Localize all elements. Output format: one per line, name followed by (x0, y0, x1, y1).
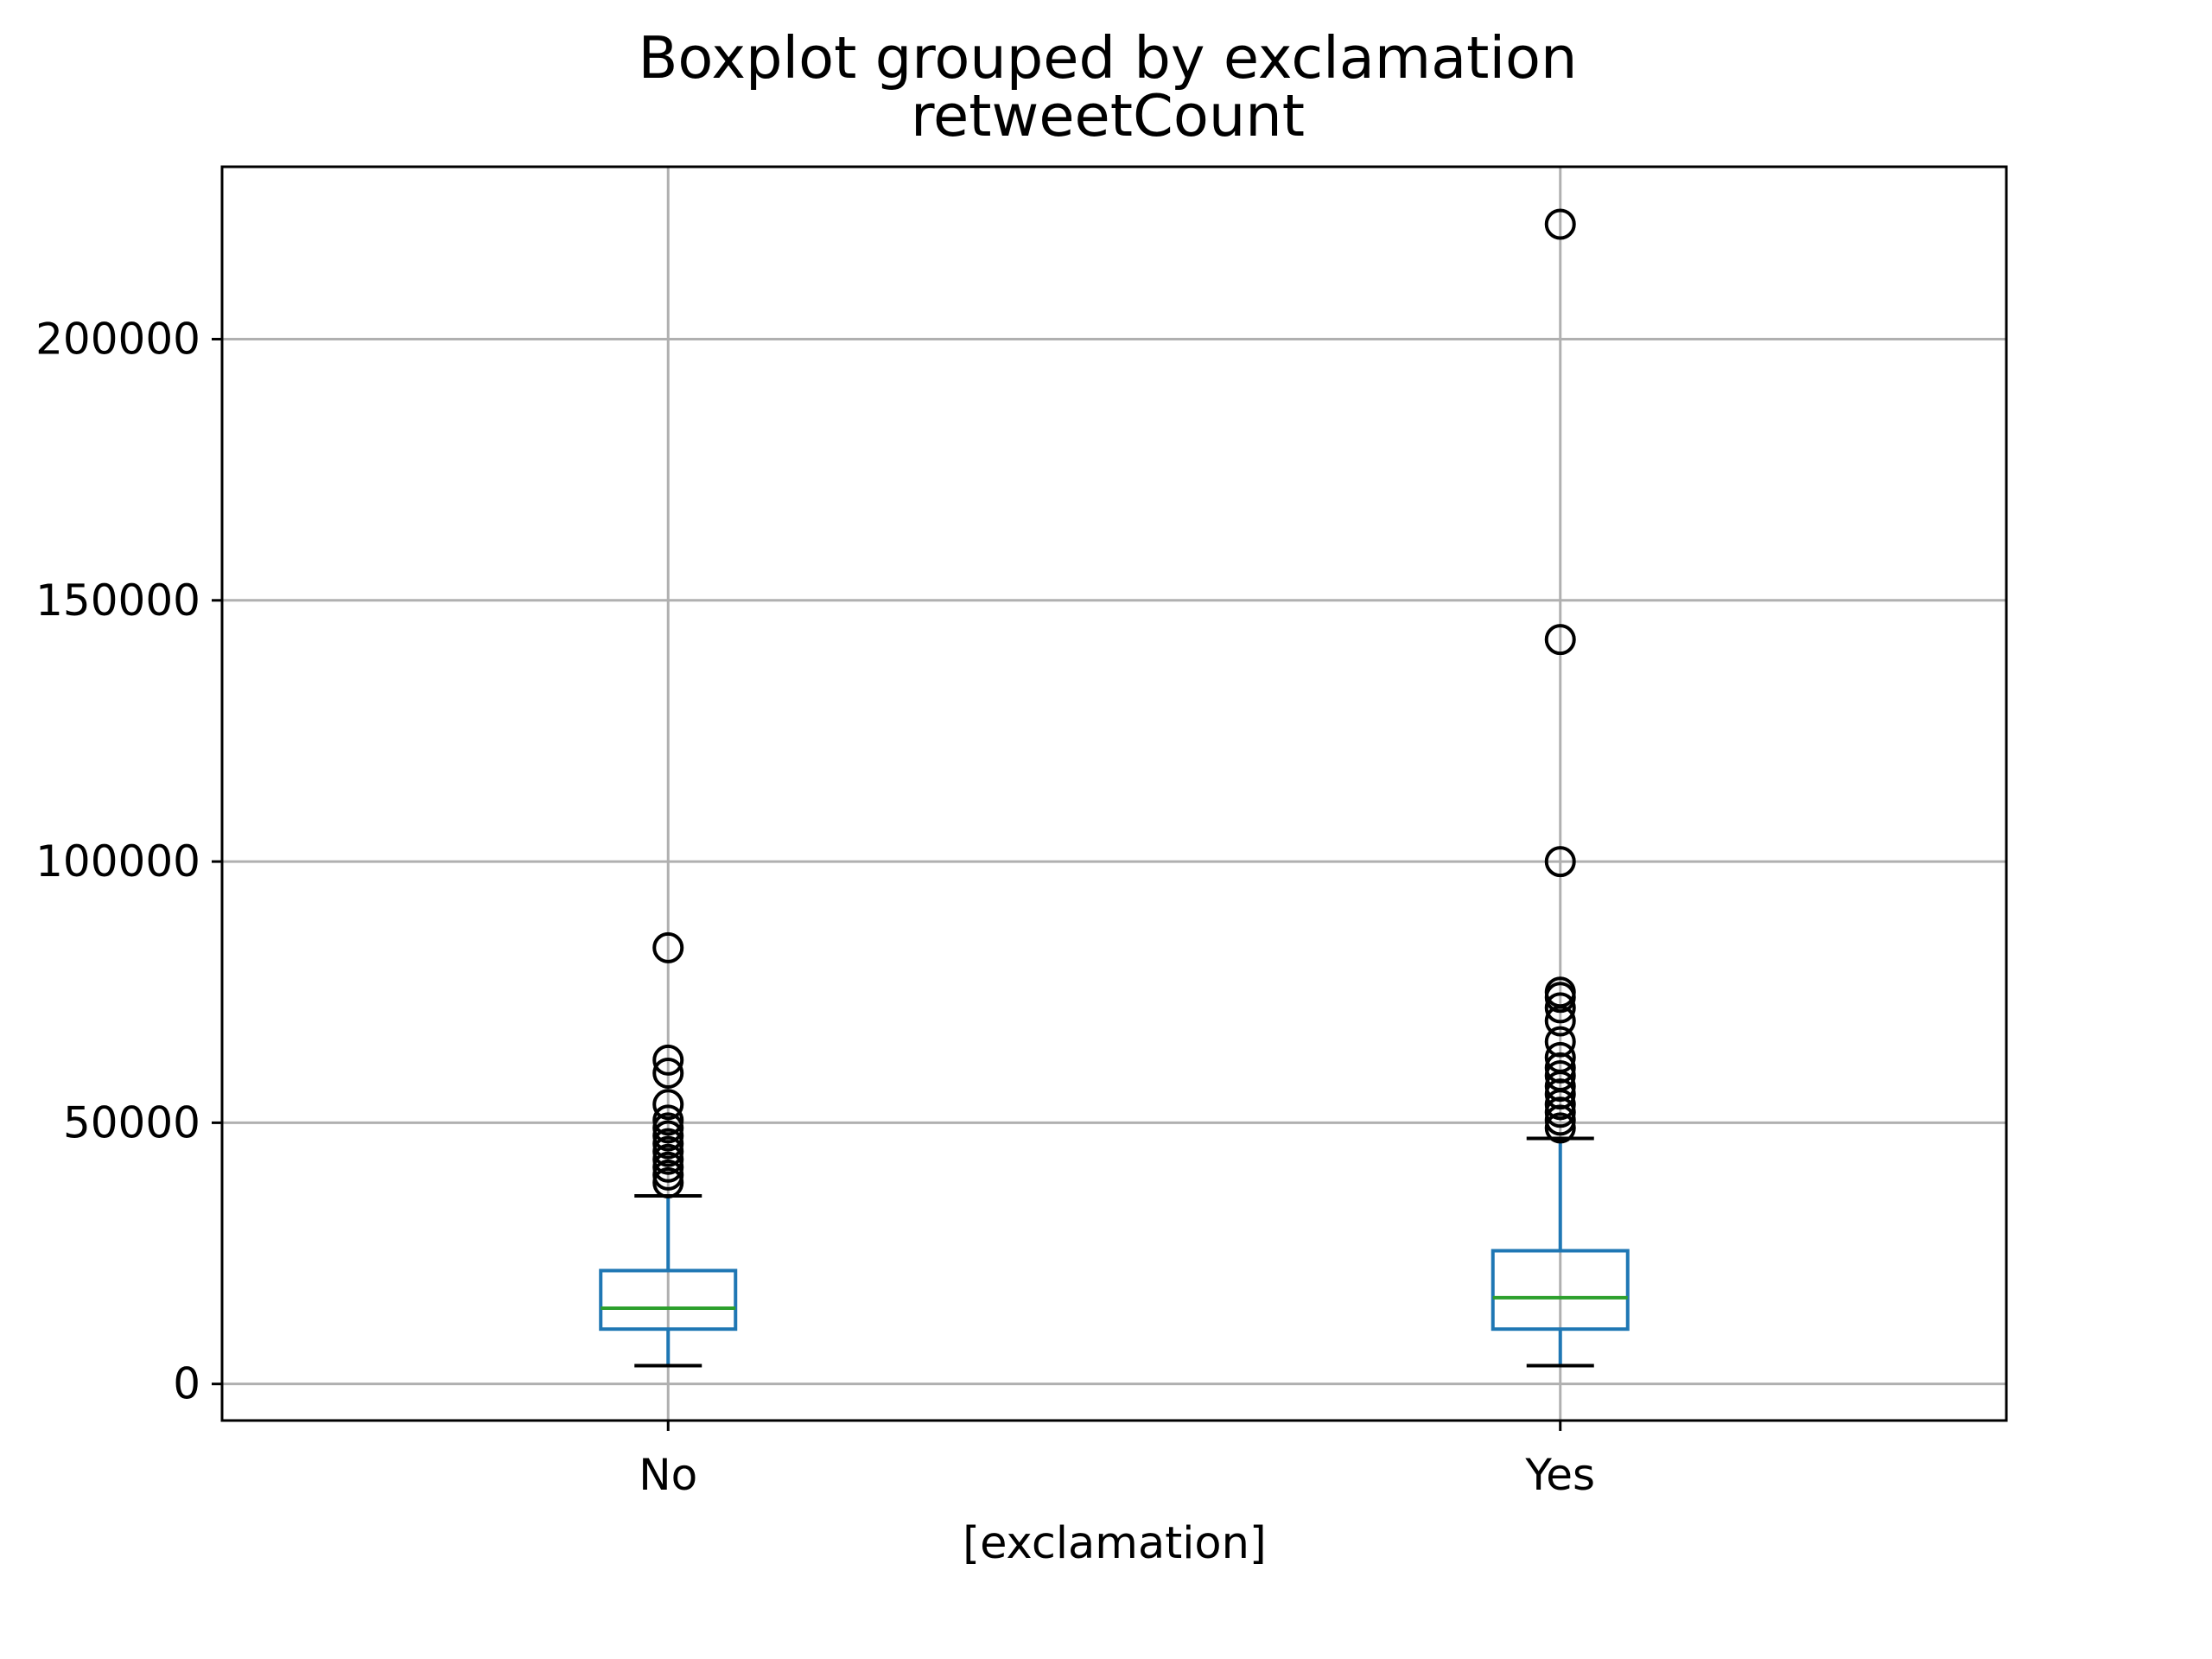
x-tick-label: Yes (1524, 1450, 1595, 1500)
y-tick-label: 50000 (63, 1097, 200, 1147)
outlier-point (1544, 976, 1576, 1008)
outlier-point (652, 1112, 684, 1144)
outlier-point (652, 931, 684, 963)
axes-frame (220, 165, 2008, 1422)
outlier-point (1544, 1112, 1576, 1144)
outlier-point (1544, 992, 1576, 1024)
plot-area (599, 208, 1630, 1368)
box-group (599, 931, 738, 1368)
iqr-box (1491, 1249, 1630, 1332)
y-tick-label: 100000 (35, 836, 200, 887)
y-tick-label: 150000 (35, 575, 200, 626)
outlier-point (652, 1151, 684, 1183)
outlier-point (652, 1166, 684, 1198)
outlier-point (652, 1044, 684, 1076)
outlier-point (652, 1089, 684, 1121)
outlier-point (652, 1128, 684, 1160)
outlier-point (652, 1135, 684, 1167)
outlier-point (1544, 846, 1576, 878)
y-tick-label: 0 (173, 1359, 200, 1409)
x-tick-label: No (639, 1450, 697, 1500)
iqr-box (599, 1268, 738, 1332)
outlier-point (652, 1120, 684, 1152)
outlier-point (652, 1159, 684, 1191)
y-tick-label: 200000 (35, 315, 200, 365)
outlier-point (652, 1143, 684, 1175)
x-axis: No Yes (639, 1421, 1595, 1500)
outlier-point (652, 1057, 684, 1089)
outlier-point (652, 1104, 684, 1136)
outlier-point (1544, 1026, 1576, 1058)
outlier-point (1544, 1041, 1576, 1073)
y-axis: 0 50000 100000 150000 200000 (35, 315, 222, 1409)
box-group (1491, 208, 1630, 1368)
outlier-point (1544, 208, 1576, 240)
outlier-point (1544, 1059, 1576, 1091)
x-axis-label: [exclamation] (963, 1518, 1267, 1569)
chart-subtitle: retweetCount (911, 82, 1305, 149)
outlier-point (1544, 624, 1576, 656)
chart-title: Boxplot grouped by exclamation (638, 24, 1577, 92)
